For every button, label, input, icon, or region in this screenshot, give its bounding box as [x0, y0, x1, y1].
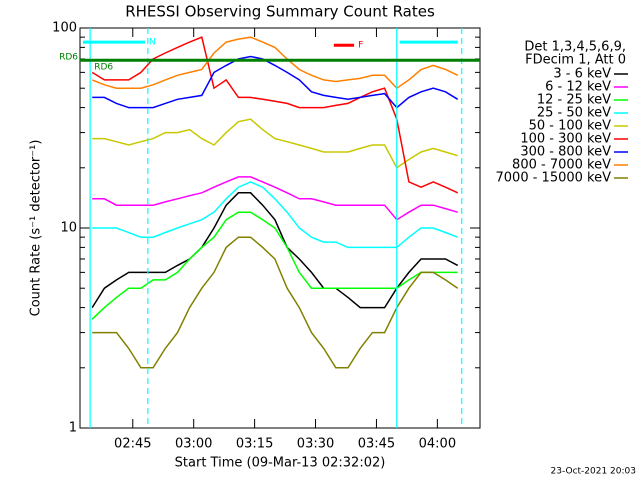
- x-tick-label: 04:00: [419, 437, 456, 452]
- y-tick-label: 10: [60, 221, 77, 236]
- x-axis-label: Start Time (09-Mar-13 02:32:02): [175, 456, 386, 471]
- annotation: RD6: [94, 62, 113, 72]
- legend-label: 300 - 800 keV: [520, 145, 611, 160]
- x-tick-label: 03:00: [175, 437, 212, 452]
- y-axis-label: Count Rate (s⁻¹ detector⁻¹): [29, 140, 44, 317]
- legend-label: 800 - 7000 keV: [512, 158, 611, 173]
- chart-title: RHESSI Observing Summary Count Rates: [125, 3, 435, 21]
- legend-label: 3 - 6 keV: [553, 67, 611, 82]
- legend-label: 12 - 25 keV: [537, 93, 611, 108]
- flag-label: N: [149, 38, 156, 48]
- x-tick-label: 03:30: [297, 437, 334, 452]
- y-tick-label: 100: [52, 21, 77, 36]
- legend-label: 6 - 12 keV: [545, 80, 611, 95]
- legend-label: 50 - 100 keV: [529, 119, 612, 134]
- legend-label: 7000 - 15000 keV: [496, 171, 612, 186]
- legend-header: FDecim 1, Att 0: [525, 53, 626, 68]
- x-tick-label: 03:15: [236, 437, 273, 452]
- x-tick-label: 02:45: [114, 437, 151, 452]
- legend-header: Det 1,3,4,5,6,9,: [524, 40, 626, 55]
- legend-label: 25 - 50 keV: [537, 106, 611, 121]
- flag-label: F: [358, 41, 363, 51]
- x-tick-label: 03:45: [358, 437, 395, 452]
- timestamp: 23-Oct-2021 20:03: [551, 467, 636, 477]
- legend-label: 100 - 300 keV: [520, 132, 611, 147]
- hline-label: RD6: [59, 53, 78, 63]
- y-tick-label: 1: [69, 421, 77, 436]
